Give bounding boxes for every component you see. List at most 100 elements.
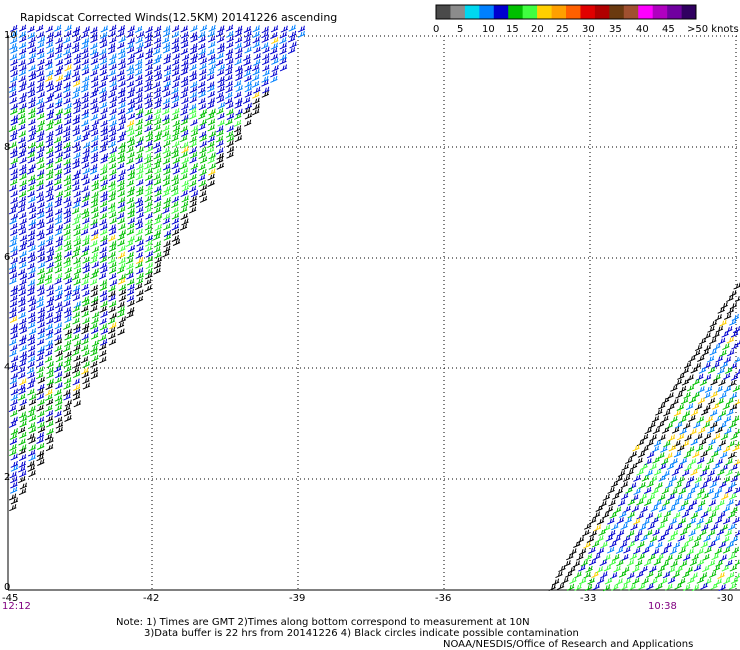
- wind-barb: [17, 426, 26, 434]
- wind-barb: [729, 318, 737, 326]
- wind-barb: [126, 196, 134, 204]
- wind-barb: [262, 58, 270, 66]
- wind-barb: [64, 112, 72, 120]
- wind-barbs: [8, 24, 740, 592]
- wind-barb: [556, 583, 565, 591]
- wind-barb: [36, 179, 44, 187]
- wind-barb: [270, 25, 279, 33]
- wind-barb: [707, 397, 716, 405]
- wind-barb: [82, 266, 90, 274]
- wind-barb: [37, 273, 46, 281]
- wind-barb: [81, 344, 89, 352]
- wind-barb: [712, 564, 721, 572]
- lat-label-4: 4: [4, 362, 10, 373]
- wind-barb: [80, 31, 89, 39]
- wind-barb: [208, 108, 216, 116]
- wind-barb: [734, 459, 740, 466]
- wind-barb: [172, 75, 181, 83]
- wind-barb: [91, 81, 99, 89]
- wind-barb: [89, 90, 98, 98]
- wind-barb: [72, 75, 81, 83]
- wind-barb: [73, 57, 81, 65]
- wind-barb: [19, 173, 27, 181]
- wind-barb: [36, 416, 45, 424]
- wind-barb: [45, 323, 53, 331]
- wind-barb: [19, 92, 27, 100]
- wind-barb: [91, 51, 99, 59]
- wind-barb: [99, 323, 108, 331]
- wind-barb: [171, 174, 179, 182]
- wind-barb: [665, 481, 673, 489]
- wind-barb: [117, 152, 125, 160]
- wind-barb: [63, 257, 71, 265]
- wind-barb: [55, 284, 63, 292]
- legend: 0 5 10 15 20 25 30 35 40 45 >50 knots: [433, 4, 739, 35]
- legend-swatch: [681, 5, 697, 19]
- wind-barb: [171, 134, 179, 142]
- wind-barb: [135, 228, 143, 236]
- wind-barb: [225, 63, 233, 71]
- wind-barb: [90, 113, 98, 121]
- wind-barb: [37, 52, 45, 60]
- wind-barb: [37, 58, 45, 66]
- wind-barb: [180, 75, 189, 83]
- wind-barb: [716, 528, 725, 536]
- wind-barb: [108, 180, 116, 188]
- wind-barb: [118, 316, 127, 324]
- wind-barb: [10, 213, 18, 221]
- wind-barb: [719, 554, 727, 562]
- wind-barb: [669, 517, 677, 525]
- wind-barb: [91, 119, 100, 127]
- wind-barb: [592, 583, 600, 591]
- wind-barb: [45, 333, 53, 341]
- wind-barb: [171, 92, 179, 100]
- wind-barb: [670, 560, 678, 568]
- wind-barb: [118, 262, 126, 270]
- wind-barb: [19, 168, 27, 176]
- wind-barb: [728, 421, 737, 429]
- wind-barb: [108, 244, 117, 252]
- wind-barb: [118, 229, 127, 237]
- wind-barb: [54, 388, 62, 396]
- wind-barb: [72, 393, 81, 401]
- wind-barb: [207, 179, 215, 187]
- wind-barb: [672, 570, 680, 578]
- wind-barb: [617, 470, 626, 478]
- wind-barb: [90, 124, 98, 132]
- wind-barb: [152, 57, 161, 65]
- wind-barb: [126, 80, 135, 88]
- wind-barb: [703, 432, 712, 440]
- wind-barb: [99, 283, 107, 291]
- wind-barb: [613, 506, 622, 514]
- wind-barb: [729, 302, 738, 310]
- wind-barb: [287, 47, 296, 55]
- wind-barb: [163, 25, 171, 33]
- wind-barb: [9, 162, 17, 170]
- wind-barb: [690, 511, 698, 519]
- wind-barb: [675, 421, 683, 429]
- wind-barb: [116, 162, 125, 170]
- wind-barb: [100, 223, 108, 231]
- wind-barb: [54, 80, 63, 88]
- wind-barb: [673, 409, 682, 417]
- wind-barb: [163, 57, 171, 65]
- wind-barb: [152, 162, 161, 170]
- wind-barb: [153, 42, 162, 50]
- wind-barb: [54, 184, 62, 192]
- wind-barb: [198, 112, 206, 120]
- wind-barb: [620, 481, 628, 489]
- wind-barb: [99, 57, 108, 65]
- wind-barb: [100, 25, 108, 33]
- wind-barb: [728, 582, 737, 590]
- wind-barb: [736, 339, 740, 346]
- wind-barb: [90, 233, 99, 241]
- wind-barb: [55, 108, 63, 116]
- wind-barb: [172, 124, 181, 132]
- wind-barb: [73, 239, 82, 247]
- wind-barb: [180, 135, 188, 143]
- wind-barb: [144, 31, 153, 39]
- wind-barb: [63, 284, 72, 292]
- wind-barb: [683, 553, 691, 561]
- wind-barb: [234, 52, 243, 60]
